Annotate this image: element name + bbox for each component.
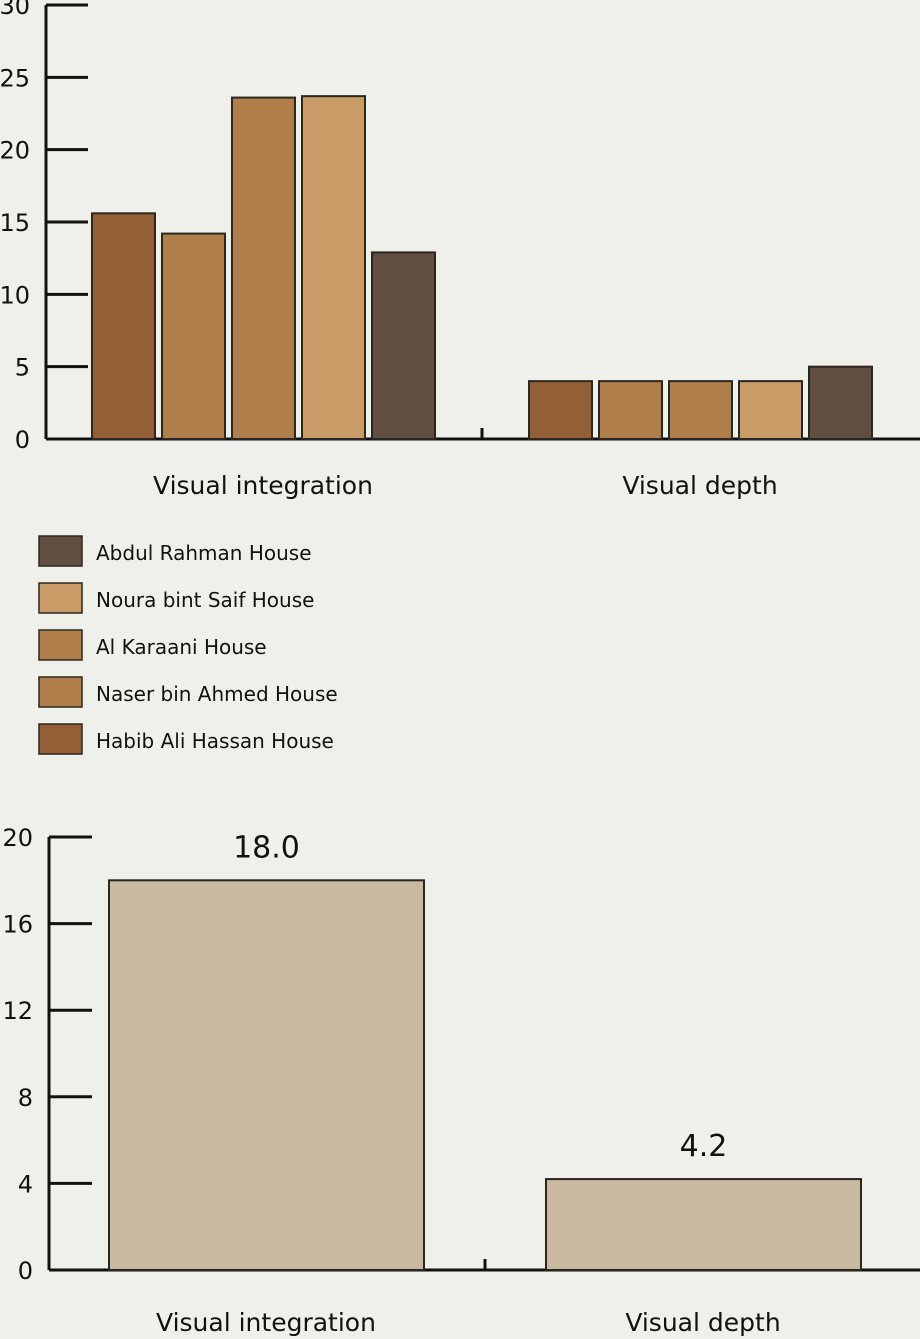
y-tick-label: 10	[0, 281, 30, 309]
legend-swatch	[38, 535, 83, 567]
y-tick-label: 25	[0, 64, 30, 92]
bar-naser-bin-ahmed-house	[598, 380, 663, 440]
legend-swatch	[38, 629, 83, 661]
x-tick-label: Visual integration	[156, 1308, 376, 1337]
bar-abdul-rahman-house	[808, 365, 873, 440]
data-label: 4.2	[680, 1129, 728, 1164]
bar-noura-bint-saif-house	[738, 380, 803, 440]
y-tick-label: 4	[18, 1170, 33, 1198]
y-tick-label: 16	[2, 911, 33, 939]
x-tick-label: Visual depth	[622, 471, 777, 500]
legend-label: Habib Ali Hassan House	[96, 729, 334, 753]
x-tick-label: Visual integration	[153, 471, 373, 500]
bar	[545, 1178, 862, 1271]
bar-habib-ali-hassan-house	[528, 380, 593, 440]
y-tick-label: 0	[18, 1257, 33, 1285]
y-tick-label: 20	[0, 137, 30, 165]
bar	[108, 879, 425, 1271]
data-label: 18.0	[233, 830, 300, 865]
bar-al-karaani-house	[668, 380, 733, 440]
bar-habib-ali-hassan-house	[91, 212, 156, 440]
legend-label: Abdul Rahman House	[96, 541, 312, 565]
legend-label: Noura bint Saif House	[96, 588, 314, 612]
bar-noura-bint-saif-house	[301, 95, 366, 440]
legend-label: Naser bin Ahmed House	[96, 682, 338, 706]
x-tick-label: Visual depth	[625, 1308, 780, 1337]
legend-swatch	[38, 676, 83, 708]
y-tick-label: 8	[18, 1084, 33, 1112]
bar-al-karaani-house	[231, 96, 296, 440]
y-tick-label: 30	[0, 0, 30, 20]
y-tick-label: 12	[2, 997, 33, 1025]
y-tick-label: 15	[0, 209, 30, 237]
y-tick-label: 0	[15, 426, 30, 454]
y-tick-label: 5	[15, 354, 30, 382]
legend-swatch	[38, 723, 83, 755]
y-tick-label: 20	[2, 824, 33, 852]
bar-abdul-rahman-house	[371, 251, 436, 440]
legend-label: Al Karaani House	[96, 635, 267, 659]
legend-swatch	[38, 582, 83, 614]
bar-naser-bin-ahmed-house	[161, 232, 226, 440]
